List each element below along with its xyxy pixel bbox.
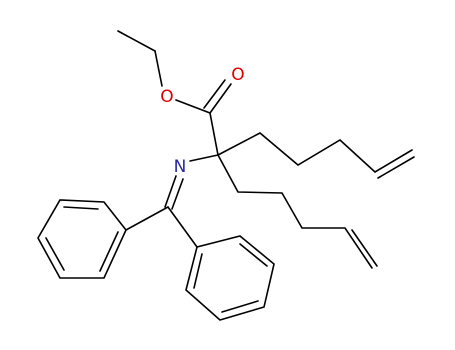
bond bbox=[189, 154, 219, 162]
bond bbox=[175, 99, 211, 114]
bond bbox=[239, 243, 268, 267]
atom-label: N bbox=[174, 157, 187, 177]
bond bbox=[209, 112, 219, 156]
ring bbox=[185, 235, 275, 321]
bond bbox=[171, 178, 184, 210]
bond bbox=[209, 83, 232, 114]
bond bbox=[193, 253, 203, 289]
chain bbox=[217, 132, 413, 173]
bond bbox=[203, 79, 226, 109]
bond bbox=[63, 206, 99, 210]
bond bbox=[167, 206, 198, 248]
bond bbox=[154, 50, 163, 87]
bond bbox=[99, 231, 119, 272]
bonds bbox=[37, 30, 415, 321]
bond bbox=[125, 206, 169, 231]
bond bbox=[221, 300, 259, 313]
chain bbox=[217, 154, 373, 269]
bond bbox=[377, 156, 415, 179]
atom-label: O bbox=[231, 65, 244, 85]
bond bbox=[117, 30, 156, 52]
bond bbox=[351, 229, 378, 267]
atom-label: O bbox=[160, 87, 173, 107]
bond bbox=[45, 237, 65, 271]
bond bbox=[164, 175, 177, 208]
ring bbox=[37, 199, 127, 279]
